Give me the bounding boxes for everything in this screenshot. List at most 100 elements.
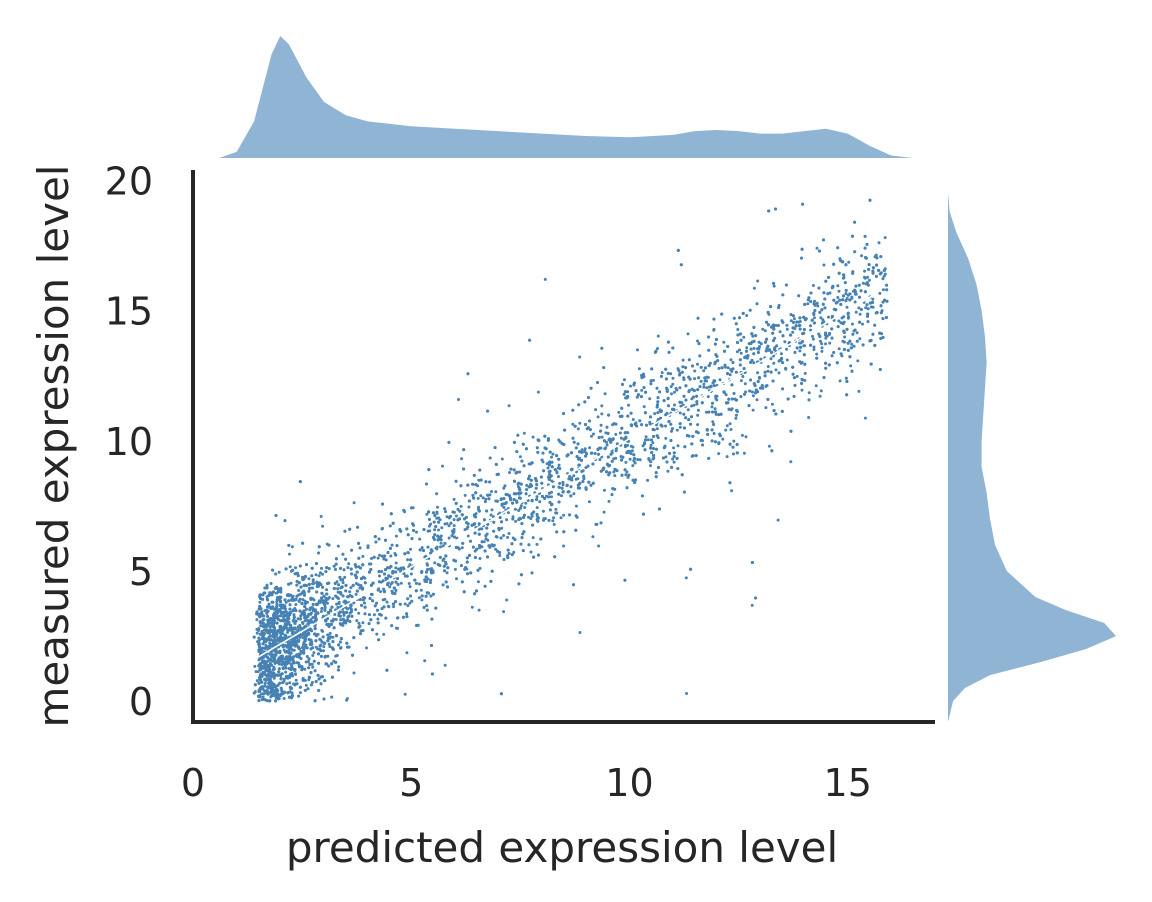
scatter-point [638,419,642,423]
scatter-point [798,327,802,331]
scatter-point [511,517,515,521]
scatter-point [293,621,297,625]
scatter-point [380,527,384,531]
scatter-point [547,463,551,467]
scatter-point [302,643,305,647]
scatter-point [453,567,457,571]
scatter-point [741,375,745,378]
scatter-point [388,585,392,589]
scatter-point [307,666,311,670]
scatter-point [263,684,267,688]
scatter-point [350,614,354,618]
scatter-point [812,316,816,320]
scatter-point [425,482,428,486]
scatter-point [684,576,688,580]
scatter-point [693,369,697,373]
scatter-point [578,355,582,359]
scatter-point [660,371,664,375]
scatter-point [310,662,314,666]
scatter-point [494,547,498,551]
scatter-point [327,543,331,547]
scatter-point [669,385,673,389]
scatter-point [291,674,294,678]
scatter-point [866,314,869,318]
scatter-point [629,384,632,388]
scatter-point [801,340,805,343]
scatter-point [690,415,693,419]
scatter-point [278,595,282,599]
scatter-point [383,554,387,558]
scatter-point [441,583,445,587]
scatter-point [352,671,356,675]
scatter-point [610,493,614,497]
scatter-point [394,553,398,557]
scatter-point [882,269,886,272]
scatter-point [651,441,655,445]
scatter-point [378,574,381,578]
scatter-point [428,581,432,584]
scatter-point [477,608,481,612]
scatter-point [282,679,286,683]
scatter-point [577,403,581,407]
scatter-point [252,691,256,695]
scatter-point [506,511,510,515]
scatter-point [470,605,474,609]
scatter-point [366,546,370,549]
scatter-point [326,654,330,658]
scatter-point [272,590,275,594]
scatter-point [612,470,616,474]
scatter-point [817,286,821,290]
scatter-point [420,570,424,574]
scatter-point [443,507,447,511]
scatter-point [868,198,872,202]
scatter-point [337,583,341,587]
scatter-point [275,602,279,606]
scatter-point [866,283,870,287]
scatter-point [363,601,366,605]
scatter-point [500,526,504,530]
scatter-point [426,563,429,567]
scatter-point [327,581,331,585]
scatter-point [878,291,882,295]
scatter-point [569,485,573,489]
scatter-point [772,361,776,365]
scatter-point [857,306,861,310]
scatter-point [384,558,388,562]
scatter-point [327,664,331,668]
scatter-point [503,484,507,488]
scatter-point [885,283,889,287]
scatter-point [837,347,841,351]
scatter-point [809,324,812,328]
scatter-point [649,443,653,447]
scatter-point [850,342,854,346]
scatter-point [301,677,305,680]
scatter-point [414,581,418,585]
scatter-point [803,344,807,348]
scatter-point [295,655,299,658]
scatter-point [863,234,867,238]
scatter-point [502,486,506,490]
scatter-point [736,328,740,331]
scatter-point [361,629,365,633]
scatter-point [807,398,811,402]
scatter-point [294,678,298,682]
scatter-point [841,276,845,280]
scatter-point [684,416,688,420]
scatter-point [555,471,559,475]
scatter-point [845,305,849,309]
scatter-point [751,408,755,412]
scatter-point [326,617,329,621]
scatter-point [642,375,646,379]
scatter-point [624,431,628,434]
scatter-point [792,394,796,398]
scatter-point [426,577,430,581]
scatter-point [841,322,845,326]
scatter-point [313,632,317,636]
scatter-point [522,431,526,435]
scatter-point [488,456,492,460]
scatter-point [322,645,326,649]
scatter-point [679,263,683,267]
scatter-point [426,545,430,549]
scatter-point [676,444,680,448]
scatter-point [857,389,861,393]
